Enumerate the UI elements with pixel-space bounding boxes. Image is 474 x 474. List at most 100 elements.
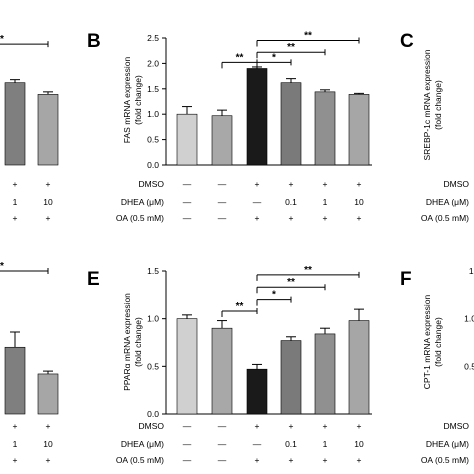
table-cell-b: — <box>218 179 227 189</box>
table-cell-d: 10 <box>43 439 53 449</box>
y-tick-label-b: 0.5 <box>147 135 159 145</box>
table-cell-b: + <box>289 213 294 223</box>
y-tick-label-b: 2.0 <box>147 58 159 68</box>
y-tick-label-f: 0.5 <box>464 361 474 371</box>
bar-e-6 <box>348 320 370 415</box>
table-cell-e: + <box>255 455 260 465</box>
table-row-label-f-1: DMSO <box>444 421 470 431</box>
table-cell-e: + <box>289 421 294 431</box>
y-tick-label-b: 1.5 <box>147 84 159 94</box>
table-cell-e: + <box>357 421 362 431</box>
bar-a-2 <box>37 94 59 166</box>
table-cell-b: — <box>183 213 192 223</box>
y-axis-label-c-2: (fold change) <box>433 80 443 130</box>
y-tick-label-b: 2.5 <box>147 33 159 43</box>
y-tick-label-e: 1.5 <box>147 266 159 276</box>
table-cell-e: + <box>323 421 328 431</box>
table-row-label-c-3: OA (0.5 mM) <box>421 213 469 223</box>
table-row-label-e-3: OA (0.5 mM) <box>116 455 164 465</box>
bar-e-1 <box>176 318 198 415</box>
bar-d-1 <box>4 346 26 415</box>
table-cell-b: 10 <box>354 197 364 207</box>
table-cell-d: + <box>13 455 18 465</box>
bar-b-3 <box>246 68 268 166</box>
significance-label-b: ** <box>287 42 295 53</box>
significance-label-b: ** <box>304 31 312 42</box>
table-row-label-c-1: DMSO <box>444 179 470 189</box>
table-cell-e: + <box>357 455 362 465</box>
bar-b-1 <box>176 113 198 166</box>
significance-label-e: ** <box>236 301 244 312</box>
significance-label-e: ** <box>304 265 312 276</box>
table-row-label-e-1: DMSO <box>139 421 165 431</box>
table-row-label-e-2: DHEA (μM) <box>121 439 164 449</box>
y-axis-label-e-1: PPARα mRNA expression <box>122 293 132 391</box>
table-cell-a: + <box>13 213 18 223</box>
bar-b-6 <box>348 94 370 166</box>
y-tick-label-f: 1.0 <box>464 314 474 324</box>
significance-label-b: ** <box>236 52 244 63</box>
y-tick-label-e: 0.5 <box>147 361 159 371</box>
panel-letter-f: F <box>400 269 412 290</box>
table-cell-e: — <box>218 421 227 431</box>
table-row-label-b-2: DHEA (μM) <box>121 197 164 207</box>
significance-label-d: * <box>0 261 4 272</box>
y-axis-label-f-1: CPT-1 mRNA expression <box>422 294 432 389</box>
y-axis-label-b-1: FAS mRNA expression <box>122 57 132 144</box>
y-tick-label-e: 1.0 <box>147 314 159 324</box>
table-cell-b: + <box>323 213 328 223</box>
table-cell-e: — <box>183 455 192 465</box>
table-cell-a: + <box>46 213 51 223</box>
table-cell-a: + <box>13 179 18 189</box>
table-cell-d: + <box>46 455 51 465</box>
table-cell-e: — <box>218 439 227 449</box>
table-cell-a: + <box>46 179 51 189</box>
table-cell-e: — <box>183 439 192 449</box>
y-axis-label-b-2: (fold change) <box>133 75 143 125</box>
bar-b-2 <box>211 115 233 166</box>
bar-e-4 <box>280 340 302 415</box>
y-axis-label-c-1: SREBP-1c mRNA expression <box>422 49 432 160</box>
table-cell-e: 1 <box>323 439 328 449</box>
bar-a-1 <box>4 82 26 166</box>
table-cell-e: — <box>253 439 262 449</box>
table-cell-b: + <box>255 179 260 189</box>
bar-b-5 <box>314 91 336 166</box>
bar-e-5 <box>314 333 336 415</box>
table-cell-b: + <box>323 179 328 189</box>
table-cell-a: 10 <box>43 197 53 207</box>
table-cell-e: + <box>255 421 260 431</box>
y-tick-label-b: 0.0 <box>147 160 159 170</box>
significance-label-b: * <box>272 52 276 63</box>
y-axis-label-e-2: (fold change) <box>133 317 143 367</box>
table-cell-b: — <box>253 197 262 207</box>
table-cell-d: + <box>13 421 18 431</box>
table-cell-b: — <box>218 197 227 207</box>
table-cell-b: + <box>357 213 362 223</box>
table-row-label-c-2: DHEA (μM) <box>426 197 469 207</box>
y-tick-label-e: 0.0 <box>147 409 159 419</box>
table-cell-d: + <box>46 421 51 431</box>
table-cell-b: 0.1 <box>285 197 297 207</box>
table-row-label-b-1: DMSO <box>139 179 165 189</box>
table-cell-e: + <box>289 455 294 465</box>
table-cell-b: + <box>289 179 294 189</box>
y-axis-label-f-2: (fold change) <box>433 317 443 367</box>
table-cell-b: + <box>255 213 260 223</box>
table-cell-b: — <box>183 197 192 207</box>
table-cell-b: — <box>183 179 192 189</box>
bar-e-2 <box>211 327 233 415</box>
significance-label-e: * <box>272 290 276 301</box>
panel-letter-b: B <box>87 31 101 52</box>
bar-e-3 <box>246 368 268 415</box>
table-cell-e: 0.1 <box>285 439 297 449</box>
y-tick-label-b: 1.0 <box>147 109 159 119</box>
y-tick-label-f: 1. <box>469 266 474 276</box>
panel-letter-c: C <box>400 31 414 52</box>
significance-label-e: ** <box>287 277 295 288</box>
table-cell-d: 1 <box>13 439 18 449</box>
table-cell-e: 10 <box>354 439 364 449</box>
bar-b-4 <box>280 82 302 166</box>
table-cell-e: — <box>183 421 192 431</box>
